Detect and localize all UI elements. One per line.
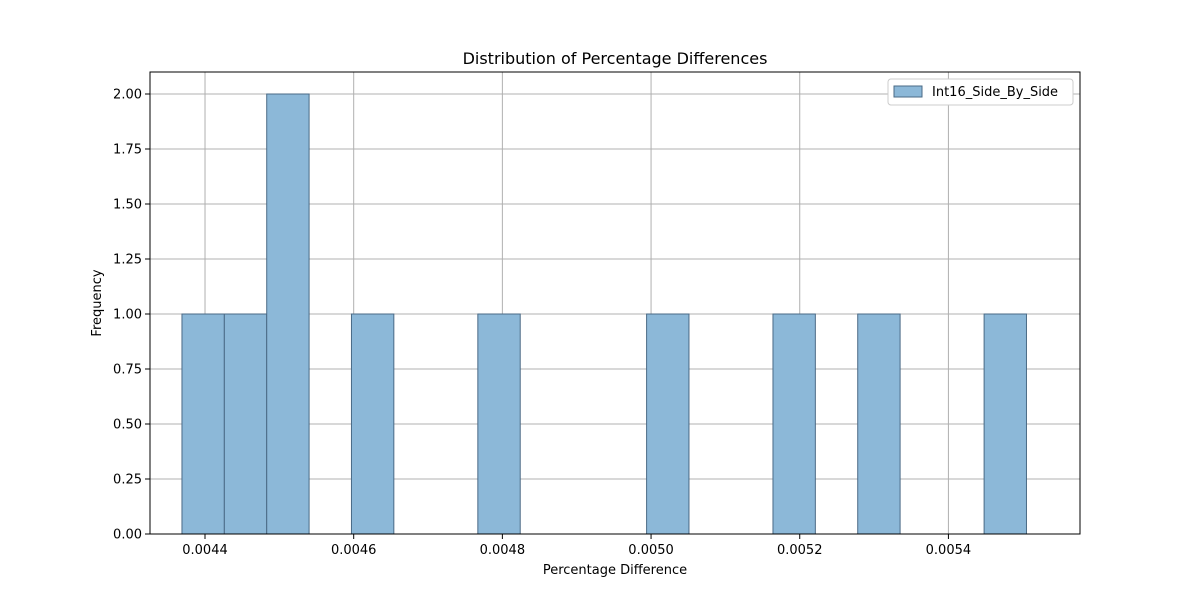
histogram-bar (181, 313, 225, 535)
y-axis-ticks: 0.00 0.25 0.50 0.75 1.00 1.25 1.50 1.75 2.00 (113, 88, 150, 543)
legend: Int16_Side_By_Side (887, 78, 1074, 106)
histogram-bar (772, 313, 816, 535)
x-tick-label: 0.0048 (480, 543, 526, 558)
y-tick-label: 0.75 (113, 363, 142, 378)
histogram-bar (223, 313, 268, 535)
x-axis-label: Percentage Difference (543, 563, 687, 578)
y-tick-label: 2.00 (113, 88, 142, 103)
x-tick-label: 0.0054 (926, 543, 972, 558)
histogram-bars (181, 93, 1027, 535)
y-tick-label: 1.25 (113, 253, 142, 268)
legend-swatch (893, 85, 923, 98)
histogram-bar (857, 313, 901, 535)
legend-label: Int16_Side_By_Side (932, 85, 1058, 100)
histogram-bar (983, 313, 1027, 535)
y-tick-label: 1.00 (113, 308, 142, 323)
histogram-bar (646, 313, 690, 535)
plot-frame (149, 71, 1081, 535)
y-axis-label: Frequency (90, 269, 105, 336)
y-tick-label: 1.75 (113, 143, 142, 158)
histogram-bar (266, 93, 310, 535)
y-tick-label: 1.50 (113, 198, 142, 213)
x-axis-ticks: 0.0044 0.0046 0.0048 0.0050 0.0052 0.0054 (182, 534, 971, 558)
histogram-bar (350, 313, 395, 535)
y-tick-label: 0.50 (113, 418, 142, 433)
x-tick-label: 0.0046 (331, 543, 377, 558)
legend-frame (887, 78, 1074, 106)
x-tick-label: 0.0050 (628, 543, 674, 558)
chart-title: Distribution of Percentage Differences (463, 49, 768, 68)
x-tick-label: 0.0052 (777, 543, 823, 558)
x-tick-label: 0.0044 (182, 543, 228, 558)
histogram-bar (477, 313, 521, 535)
y-tick-label: 0.00 (113, 528, 142, 543)
y-tick-label: 0.25 (113, 473, 142, 488)
